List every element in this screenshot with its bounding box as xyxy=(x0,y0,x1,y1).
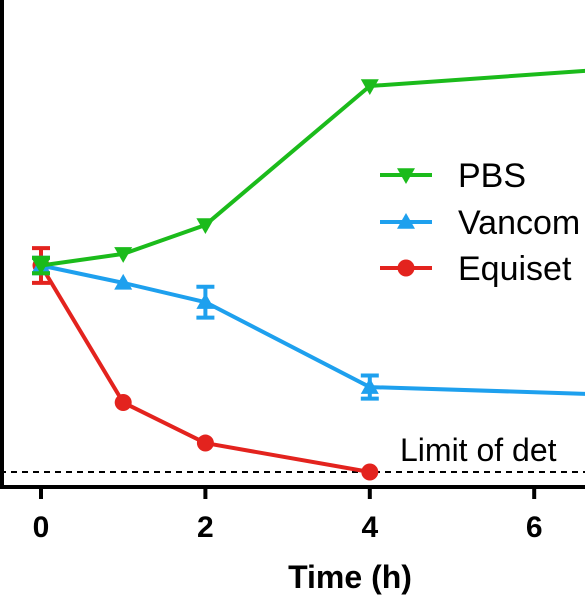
data-point-marker xyxy=(196,218,215,234)
legend-label: Vancom xyxy=(458,204,580,242)
data-point-marker xyxy=(397,259,415,277)
data-point-marker xyxy=(360,79,379,95)
series-pbs xyxy=(32,68,585,276)
data-point-marker xyxy=(397,213,415,229)
data-point-marker xyxy=(114,247,133,263)
x-tick-label: 2 xyxy=(197,511,214,544)
legend-label: PBS xyxy=(458,157,526,195)
x-tick-label: 6 xyxy=(526,511,543,544)
legend-item: Equiset xyxy=(380,250,572,288)
series-layer xyxy=(32,68,585,481)
x-tick-label: 4 xyxy=(361,511,378,544)
limit-of-detection-label: Limit of det xyxy=(400,432,557,468)
data-point-marker xyxy=(114,273,133,290)
series-vancom xyxy=(32,255,585,401)
legend-item: PBS xyxy=(380,157,526,195)
data-point-marker xyxy=(360,378,379,394)
x-ticks: 0 2 4 6 xyxy=(33,487,543,544)
x-tick-label: 0 xyxy=(33,511,50,544)
legend-label: Equiset xyxy=(458,250,572,288)
data-point-marker xyxy=(397,168,415,184)
data-point-marker xyxy=(361,463,379,481)
data-point-marker xyxy=(32,258,50,275)
series-line xyxy=(39,264,371,474)
data-point-marker xyxy=(196,434,214,452)
data-point-marker xyxy=(114,394,132,412)
legend-item: Vancom xyxy=(380,204,580,242)
data-point-marker xyxy=(196,293,215,309)
x-axis-title: Time (h) xyxy=(288,559,412,595)
legend: PBS Vancom Equiset xyxy=(380,157,580,288)
